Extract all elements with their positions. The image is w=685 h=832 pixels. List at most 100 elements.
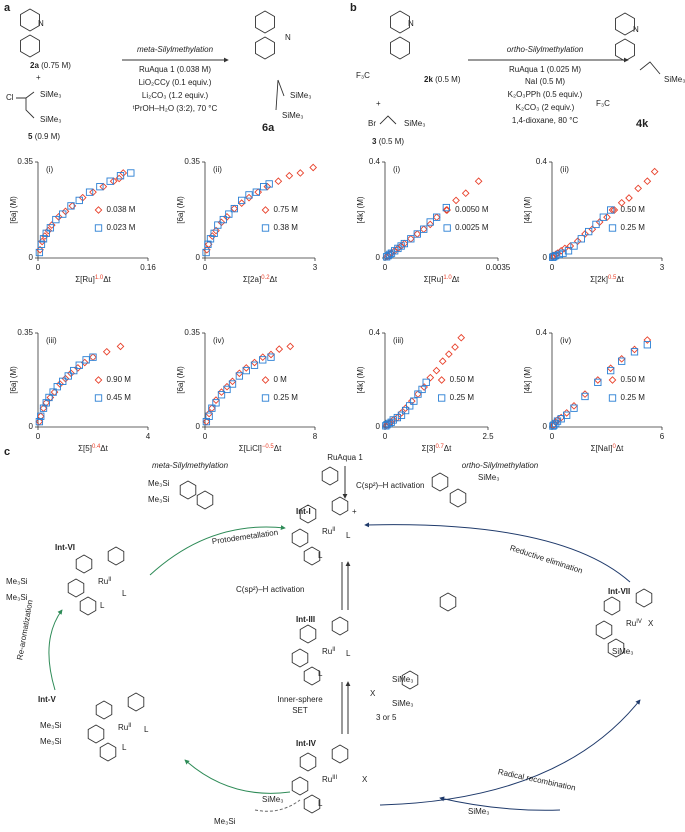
x-axis-label-part: Σ[2k] bbox=[590, 275, 608, 284]
scheme-text: Me₃Si bbox=[6, 593, 28, 602]
legend-label: 0.0050 M bbox=[455, 205, 489, 214]
x-tick-label: 2.5 bbox=[482, 432, 494, 441]
ring bbox=[321, 466, 339, 486]
point bbox=[570, 242, 578, 250]
point bbox=[389, 416, 397, 424]
x-axis-label-part: Δt bbox=[444, 444, 452, 453]
legend-label: 0.90 M bbox=[107, 375, 132, 384]
condition: LiO₂CCy (0.1 equiv.) bbox=[139, 78, 212, 87]
oxidation-state: II bbox=[332, 647, 336, 653]
legend-label: 0 M bbox=[274, 375, 288, 384]
legend-marker bbox=[94, 224, 103, 232]
point bbox=[570, 404, 578, 412]
ring bbox=[20, 8, 40, 32]
point bbox=[212, 396, 220, 404]
point bbox=[208, 404, 216, 412]
arrow bbox=[341, 682, 348, 734]
legend-marker bbox=[261, 224, 270, 232]
ring bbox=[255, 36, 275, 60]
condition: RuAqua 1 (0.038 M) bbox=[139, 65, 211, 74]
point bbox=[230, 204, 238, 213]
point bbox=[413, 230, 422, 238]
point bbox=[263, 182, 272, 191]
scheme-text: Me₃Si bbox=[40, 721, 62, 730]
arrows bbox=[48, 466, 641, 812]
point bbox=[35, 248, 44, 257]
oxidation-state: II bbox=[332, 527, 336, 533]
point bbox=[52, 215, 60, 224]
scheme-text: L bbox=[122, 743, 127, 752]
scheme-text: Me₃Si bbox=[148, 479, 170, 488]
point bbox=[630, 345, 639, 354]
point bbox=[420, 383, 428, 391]
scheme-text: SiMe₃ bbox=[262, 795, 283, 804]
point bbox=[433, 213, 441, 221]
panel-label: a bbox=[4, 2, 11, 14]
point bbox=[89, 353, 97, 362]
point bbox=[407, 397, 416, 405]
scheme-text: L bbox=[318, 551, 323, 560]
plus: + bbox=[36, 73, 41, 82]
point bbox=[650, 167, 659, 176]
scheme-text: Inner-sphere bbox=[277, 695, 323, 704]
compound: 4k bbox=[636, 118, 649, 130]
point bbox=[559, 249, 567, 257]
atom: N bbox=[38, 19, 44, 28]
scheme-text: Me₃Si bbox=[40, 737, 62, 746]
legend-label: 0.25 M bbox=[621, 223, 646, 232]
x-axis-label-part: 0.5 bbox=[608, 275, 617, 281]
point bbox=[267, 350, 275, 359]
x-axis-label-part: 0.7 bbox=[435, 444, 444, 450]
x-axis-label: Σ[3]0.7Δt bbox=[422, 444, 453, 454]
atom: N bbox=[633, 25, 639, 34]
ring bbox=[390, 10, 410, 34]
point bbox=[406, 234, 415, 243]
scheme-text: L bbox=[318, 669, 323, 678]
point bbox=[643, 341, 651, 349]
point bbox=[581, 230, 589, 238]
y-tick-label: 0 bbox=[376, 422, 381, 431]
y-tick-label: 0.35 bbox=[184, 157, 200, 166]
x-axis-label-part: 1.0 bbox=[95, 275, 104, 281]
condition: NaI (0.5 M) bbox=[525, 77, 565, 86]
y-tick-label: 0.35 bbox=[17, 157, 33, 166]
ring bbox=[615, 38, 635, 62]
point bbox=[309, 163, 318, 172]
point bbox=[593, 376, 602, 384]
point bbox=[47, 221, 56, 229]
scheme-text: SiMe₃ bbox=[392, 675, 413, 684]
scheme-text: Protodemetallation bbox=[211, 528, 278, 546]
group: SiMe₃ bbox=[290, 91, 311, 100]
x-axis-label-part: 0.4 bbox=[92, 444, 101, 450]
y-tick-label: 0.35 bbox=[17, 328, 33, 337]
point bbox=[420, 225, 428, 233]
scheme-text: Me₃Si bbox=[214, 817, 236, 826]
legend-label: 0.50 M bbox=[450, 375, 475, 384]
ring bbox=[401, 670, 419, 690]
scheme-text: X bbox=[362, 775, 368, 784]
ring bbox=[127, 692, 145, 712]
x-axis-label-part: 1.0 bbox=[443, 275, 452, 281]
point bbox=[219, 215, 227, 224]
y-tick-label: 0.4 bbox=[369, 328, 381, 337]
point bbox=[564, 247, 573, 255]
point bbox=[245, 191, 253, 199]
legend-marker bbox=[437, 376, 446, 384]
x-axis-label: Σ[NaI]0Δt bbox=[591, 444, 625, 454]
x-tick-label: 0 bbox=[550, 432, 555, 441]
ring bbox=[291, 648, 309, 668]
scheme-text: SiMe₃ bbox=[612, 647, 633, 656]
x-axis-label-part: Σ[Ru] bbox=[424, 275, 444, 284]
x-tick-label: 0 bbox=[36, 432, 41, 441]
metal-center: RuII bbox=[98, 577, 112, 587]
arrow bbox=[184, 759, 291, 794]
ring bbox=[95, 700, 113, 720]
x-axis-label-part: Σ[2a] bbox=[243, 275, 261, 284]
point bbox=[37, 412, 45, 420]
ring bbox=[75, 554, 93, 574]
metal: Ru bbox=[98, 577, 108, 586]
ring bbox=[179, 480, 197, 500]
ring bbox=[331, 744, 349, 764]
atom: N bbox=[285, 33, 291, 42]
